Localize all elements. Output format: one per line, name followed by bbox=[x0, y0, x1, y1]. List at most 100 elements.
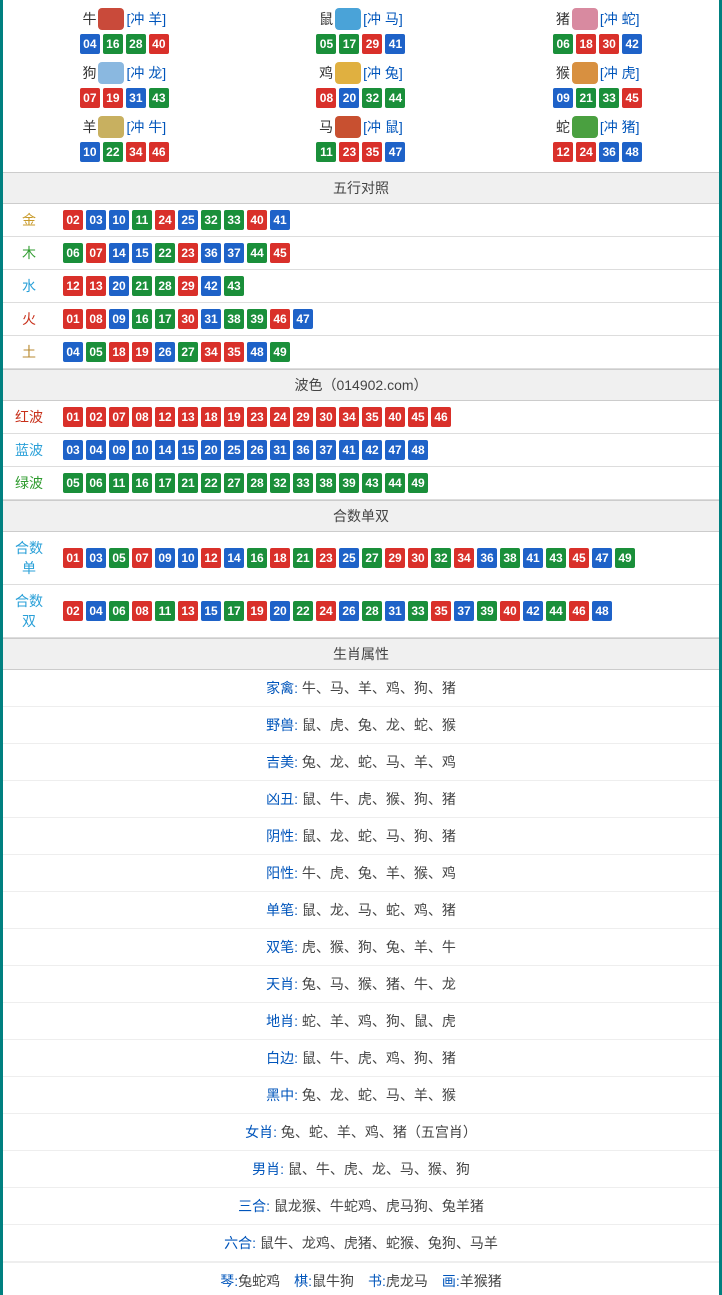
number-ball: 30 bbox=[408, 548, 428, 568]
row-balls: 02031011242532334041 bbox=[55, 204, 719, 237]
attr-row: 家禽: 牛、马、羊、鸡、狗、猪 bbox=[3, 670, 719, 707]
zodiac-animal-icon bbox=[98, 8, 124, 30]
row-balls: 05061116172122272832333839434449 bbox=[55, 467, 719, 500]
number-ball: 24 bbox=[270, 407, 290, 427]
number-ball: 47 bbox=[385, 440, 405, 460]
attr-value: 牛、虎、兔、羊、猴、鸡 bbox=[302, 865, 456, 881]
number-ball: 32 bbox=[201, 210, 221, 230]
footer-seg-label: 琴: bbox=[220, 1273, 238, 1289]
zodiac-name: 羊 bbox=[82, 117, 96, 137]
number-ball: 40 bbox=[500, 601, 520, 621]
row-balls: 1213202128294243 bbox=[55, 270, 719, 303]
number-ball: 49 bbox=[408, 473, 428, 493]
zodiac-animal-icon bbox=[335, 8, 361, 30]
number-ball: 21 bbox=[178, 473, 198, 493]
number-ball: 18 bbox=[576, 34, 596, 54]
number-ball: 27 bbox=[178, 342, 198, 362]
number-ball: 34 bbox=[454, 548, 474, 568]
zodiac-balls: 08203244 bbox=[316, 88, 405, 108]
zodiac-clash: [冲 牛] bbox=[126, 117, 166, 137]
number-ball: 09 bbox=[109, 440, 129, 460]
number-ball: 32 bbox=[362, 88, 382, 108]
zodiac-animal-icon bbox=[98, 116, 124, 138]
attr-value: 鼠龙猴、牛蛇鸡、虎马狗、兔羊猪 bbox=[274, 1198, 484, 1214]
number-ball: 40 bbox=[247, 210, 267, 230]
number-ball: 39 bbox=[247, 309, 267, 329]
attr-value: 鼠、龙、马、蛇、鸡、猪 bbox=[302, 902, 456, 918]
number-ball: 33 bbox=[408, 601, 428, 621]
table-row: 土04051819262734354849 bbox=[3, 336, 719, 369]
table-row: 蓝波03040910141520252631363741424748 bbox=[3, 434, 719, 467]
number-ball: 15 bbox=[201, 601, 221, 621]
number-ball: 45 bbox=[622, 88, 642, 108]
number-ball: 43 bbox=[149, 88, 169, 108]
number-ball: 06 bbox=[63, 243, 83, 263]
row-label: 金 bbox=[3, 204, 55, 237]
number-ball: 36 bbox=[477, 548, 497, 568]
footer-separator bbox=[428, 1273, 442, 1289]
zodiac-head: 鼠[冲 马] bbox=[248, 8, 475, 30]
zodiac-head: 猴[冲 虎] bbox=[484, 62, 711, 84]
attr-value: 鼠牛、龙鸡、虎猪、蛇猴、兔狗、马羊 bbox=[260, 1235, 498, 1251]
number-ball: 06 bbox=[553, 34, 573, 54]
number-ball: 20 bbox=[270, 601, 290, 621]
zodiac-balls: 10223446 bbox=[80, 142, 169, 162]
number-ball: 18 bbox=[109, 342, 129, 362]
zodiac-cell: 猴[冲 虎]09213345 bbox=[484, 60, 711, 110]
number-ball: 11 bbox=[155, 601, 175, 621]
row-balls: 06071415222336374445 bbox=[55, 237, 719, 270]
zodiac-head: 猪[冲 蛇] bbox=[484, 8, 711, 30]
attr-value: 兔、龙、蛇、马、羊、猴 bbox=[302, 1087, 456, 1103]
attr-row: 吉美: 兔、龙、蛇、马、羊、鸡 bbox=[3, 744, 719, 781]
table-row: 金02031011242532334041 bbox=[3, 204, 719, 237]
attr-value: 鼠、牛、虎、鸡、狗、猪 bbox=[302, 1050, 456, 1066]
number-ball: 03 bbox=[63, 440, 83, 460]
attr-row: 野兽: 鼠、虎、兔、龙、蛇、猴 bbox=[3, 707, 719, 744]
zodiac-head: 马[冲 鼠] bbox=[248, 116, 475, 138]
heshu-table: 合数单0103050709101214161821232527293032343… bbox=[3, 532, 719, 638]
number-ball: 16 bbox=[132, 473, 152, 493]
zodiac-cell: 羊 [冲 牛] 10223446 bbox=[11, 114, 238, 164]
row-label: 土 bbox=[3, 336, 55, 369]
zodiac-animal-icon bbox=[572, 8, 598, 30]
attr-value: 虎、猴、狗、兔、羊、牛 bbox=[302, 939, 456, 955]
number-ball: 39 bbox=[477, 601, 497, 621]
number-ball: 07 bbox=[80, 88, 100, 108]
attr-row: 三合: 鼠龙猴、牛蛇鸡、虎马狗、兔羊猪 bbox=[3, 1188, 719, 1225]
number-ball: 21 bbox=[132, 276, 152, 296]
number-ball: 23 bbox=[339, 142, 359, 162]
number-ball: 19 bbox=[103, 88, 123, 108]
attr-label: 三合: bbox=[238, 1198, 274, 1214]
number-ball: 22 bbox=[103, 142, 123, 162]
zodiac-animal-icon bbox=[98, 62, 124, 84]
number-ball: 21 bbox=[576, 88, 596, 108]
zodiac-cell: 猪[冲 蛇]06183042 bbox=[484, 6, 711, 56]
attr-label: 双笔: bbox=[266, 939, 302, 955]
number-ball: 08 bbox=[316, 88, 336, 108]
number-ball: 10 bbox=[132, 440, 152, 460]
number-ball: 16 bbox=[103, 34, 123, 54]
number-ball: 24 bbox=[155, 210, 175, 230]
number-ball: 46 bbox=[149, 142, 169, 162]
number-ball: 18 bbox=[270, 548, 290, 568]
number-ball: 10 bbox=[80, 142, 100, 162]
number-ball: 19 bbox=[132, 342, 152, 362]
number-ball: 12 bbox=[63, 276, 83, 296]
number-ball: 44 bbox=[546, 601, 566, 621]
number-ball: 22 bbox=[155, 243, 175, 263]
number-ball: 42 bbox=[201, 276, 221, 296]
zodiac-name: 猪 bbox=[556, 9, 570, 29]
number-ball: 19 bbox=[224, 407, 244, 427]
number-ball: 28 bbox=[247, 473, 267, 493]
attr-value: 鼠、龙、蛇、马、狗、猪 bbox=[302, 828, 456, 844]
zodiac-head: 鸡[冲 兔] bbox=[248, 62, 475, 84]
table-row: 火0108091617303138394647 bbox=[3, 303, 719, 336]
attr-row: 黑中: 兔、龙、蛇、马、羊、猴 bbox=[3, 1077, 719, 1114]
page-wrap: 牛[冲 羊]04162840鼠[冲 马]05172941猪[冲 蛇]061830… bbox=[0, 0, 722, 1295]
number-ball: 35 bbox=[362, 142, 382, 162]
number-ball: 38 bbox=[316, 473, 336, 493]
number-ball: 28 bbox=[362, 601, 382, 621]
number-ball: 46 bbox=[569, 601, 589, 621]
attr-label: 天肖: bbox=[266, 976, 302, 992]
number-ball: 41 bbox=[270, 210, 290, 230]
